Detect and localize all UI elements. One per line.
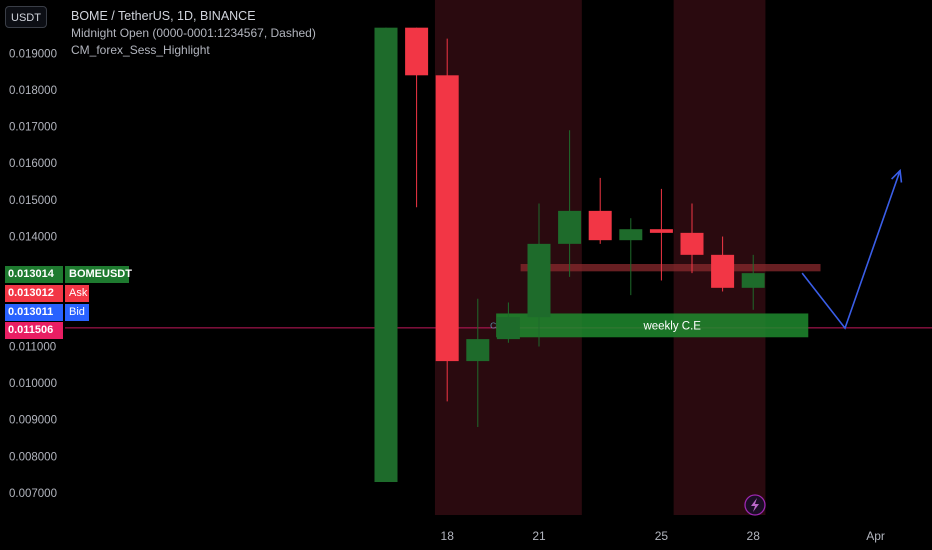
- projection-path[interactable]: [801, 170, 901, 330]
- bid-label: Bid: [65, 304, 89, 321]
- projection-arrow: [801, 168, 903, 330]
- candle-body-20[interactable]: [496, 317, 520, 340]
- indicator-session-highlight[interactable]: CM_forex_Sess_Highlight: [71, 43, 210, 57]
- candle-body-16[interactable]: [374, 27, 398, 483]
- y-tick-label: 0.010000: [9, 378, 57, 390]
- x-tick-label: Apr: [866, 529, 885, 543]
- weekly-zone-label: weekly C.E: [642, 320, 701, 332]
- y-tick-label: 0.011000: [9, 341, 56, 353]
- candles: [374, 27, 765, 483]
- x-tick-label: 25: [655, 529, 669, 543]
- y-tick-label: 0.014000: [9, 232, 57, 244]
- symbol-title[interactable]: BOME / TetherUS, 1D, BINANCE: [71, 9, 256, 23]
- chart-legend: BOME / TetherUS, 1D, BINANCE Midnight Op…: [71, 9, 316, 60]
- currency-button[interactable]: USDT: [5, 6, 47, 28]
- last-price-tag: 0.013014: [5, 266, 63, 283]
- resistance-zone[interactable]: [520, 264, 821, 272]
- y-tick-label: 0.019000: [9, 48, 57, 60]
- ask-price-tag: 0.013012: [5, 285, 63, 302]
- candle-body-19[interactable]: [466, 339, 490, 362]
- y-tick-label: 0.018000: [9, 85, 57, 97]
- candle-body-26[interactable]: [680, 232, 704, 255]
- y-tick-label: 0.016000: [9, 158, 57, 170]
- ask-label: Ask: [65, 285, 89, 302]
- y-tick-label: 0.015000: [9, 195, 57, 207]
- indicator-midnight-open[interactable]: Midnight Open (0000-0001:1234567, Dashed…: [71, 26, 316, 40]
- y-tick-label: 0.008000: [9, 451, 57, 463]
- x-tick-label: 28: [747, 529, 761, 543]
- candle-body-25[interactable]: [649, 229, 673, 233]
- candle-body-24[interactable]: [619, 229, 643, 241]
- candle-body-28[interactable]: [741, 273, 765, 288]
- y-tick-label: 0.007000: [9, 488, 57, 500]
- candle-body-17[interactable]: [405, 27, 429, 76]
- symbol-tag: BOMEUSDT: [65, 266, 132, 283]
- projection-arrowhead: [891, 168, 903, 183]
- y-tick-label: 0.009000: [9, 415, 57, 427]
- x-tick-label: 18: [441, 529, 455, 543]
- candle-body-27[interactable]: [711, 254, 735, 288]
- weekly-zone[interactable]: [496, 313, 809, 338]
- y-tick-label: 0.017000: [9, 122, 57, 134]
- bid-price-tag: 0.013011: [5, 304, 63, 321]
- x-tick-label: 21: [532, 529, 546, 543]
- session-band-0: [434, 0, 582, 515]
- time-axis: 18 21 25 28 Apr: [441, 529, 885, 543]
- lightning-bolt-shape: [751, 498, 759, 512]
- candle-body-18[interactable]: [435, 75, 459, 362]
- candle-body-22[interactable]: [558, 210, 582, 244]
- candle-body-21[interactable]: [527, 243, 551, 318]
- candle-body-23[interactable]: [588, 210, 612, 241]
- snapshot-icon-group: [744, 494, 766, 516]
- line-price-tag: 0.011506: [5, 322, 63, 339]
